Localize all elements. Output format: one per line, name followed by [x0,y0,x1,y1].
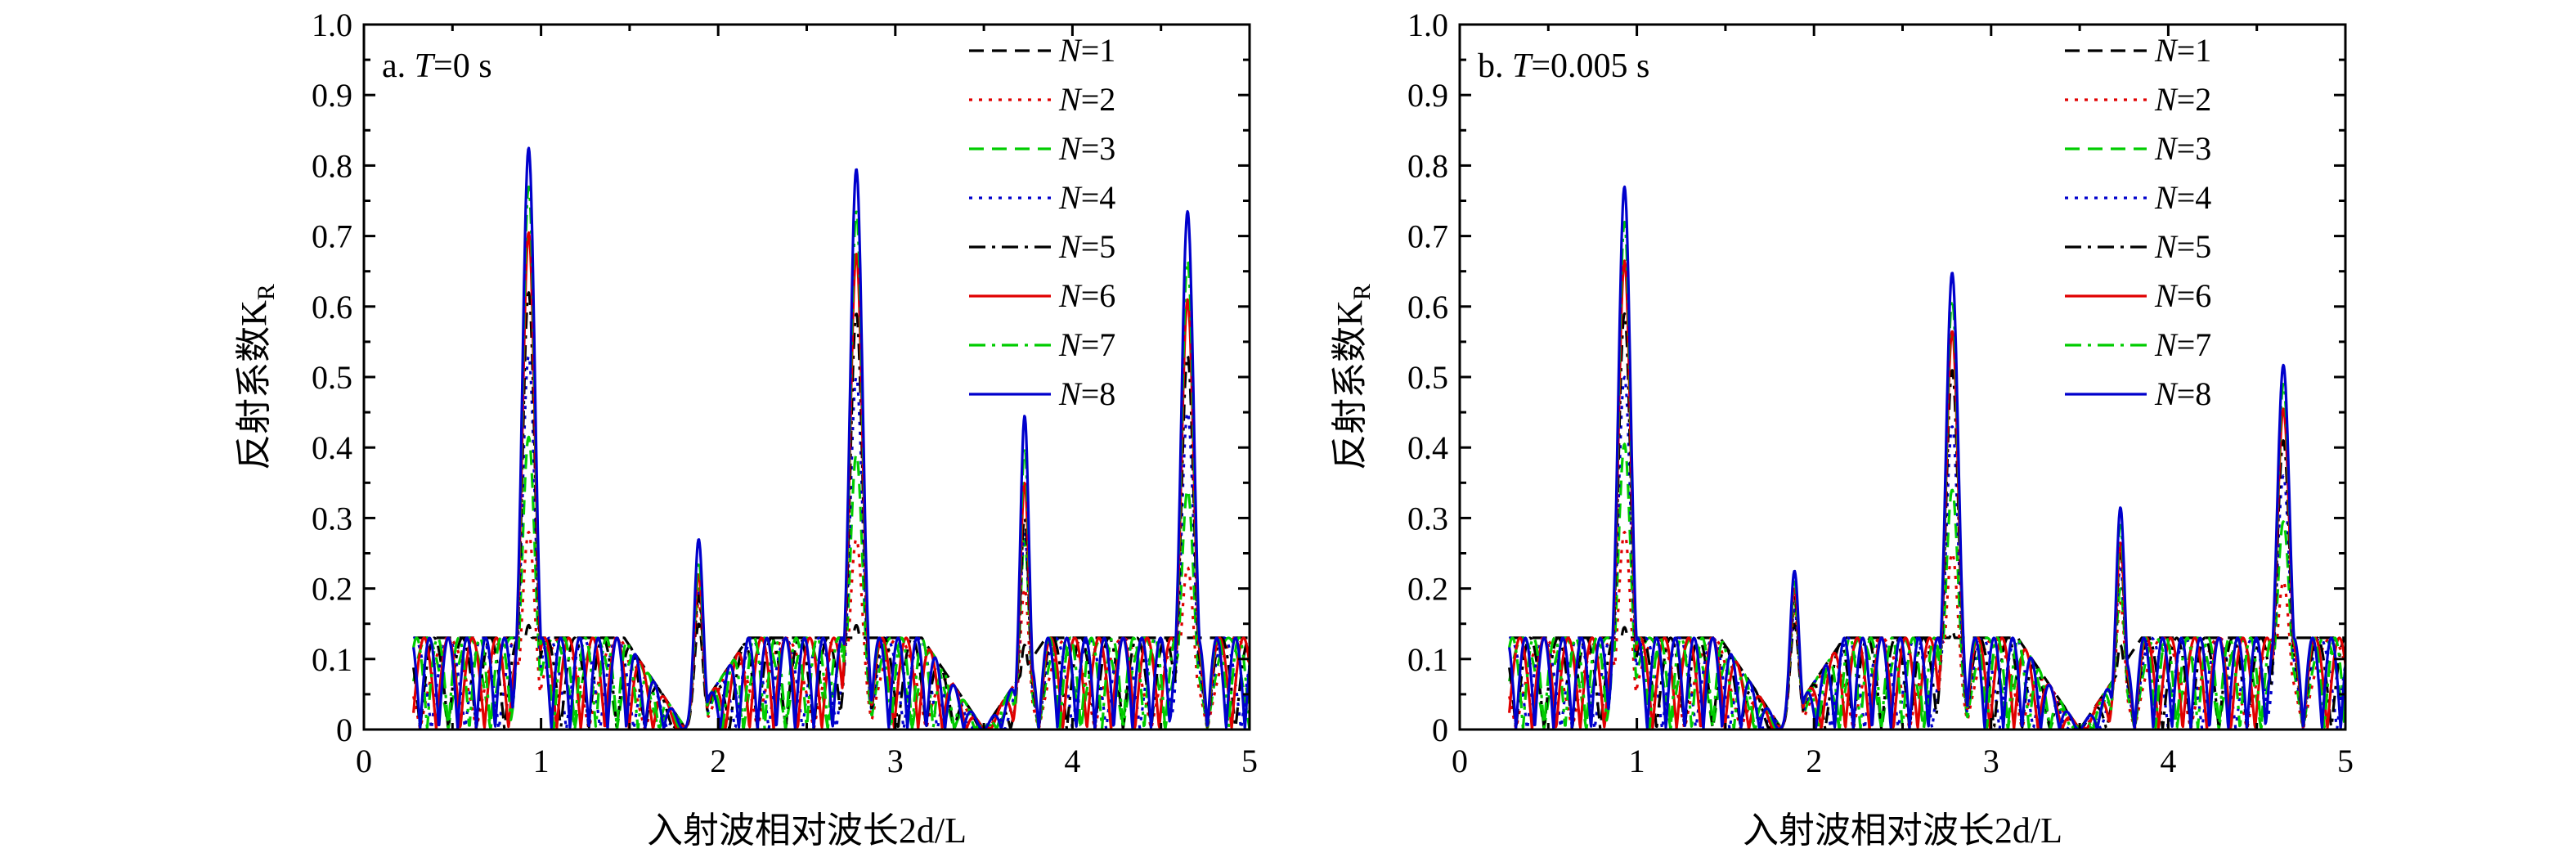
panel-label: b. T=0.005 s [1478,47,1649,85]
x-tick-label: 3 [1983,743,1999,779]
legend-label-n1: N=1 [2154,32,2211,69]
y-axis-title-main: 反射系数K [234,300,274,470]
y-tick-label: 0.3 [1407,500,1448,537]
y-tick-label: 1.0 [312,7,352,43]
panel-label: a. T=0 s [382,47,492,85]
x-tick-label: 1 [1629,743,1645,779]
legend-label-n2: N=2 [1058,81,1115,118]
y-tick-label: 0.6 [312,289,352,325]
x-tick-label: 0 [356,743,372,779]
series-group [412,146,1250,730]
x-axis-title: 入射波相对波长2d/L [647,810,967,851]
x-tick-label: 1 [533,743,550,779]
y-tick-label: 0.5 [1407,359,1448,396]
y-axis-title: 反射系数KR [1330,284,1376,470]
y-tick-label: 0.1 [1407,641,1448,678]
y-tick-label: 0.7 [1407,218,1448,255]
legend-label-n7: N=7 [2154,326,2211,363]
svg-text:反射系数KR: 反射系数KR [1330,284,1376,470]
y-axis-title-subscript: R [1349,284,1376,300]
series-line-n6 [1508,259,2345,730]
legend-label-n2: N=2 [2154,81,2211,118]
legend-label-n3: N=3 [2154,130,2211,167]
legend-label-n6: N=6 [1058,277,1115,314]
y-tick-label: 0.2 [1407,571,1448,608]
y-tick-label: 0.9 [312,77,352,114]
x-tick-label: 4 [1064,743,1080,779]
legend-label-n5: N=5 [1058,228,1115,265]
y-tick-label: 0.4 [312,429,352,466]
x-tick-label: 3 [887,743,904,779]
y-tick-label: 0 [1432,712,1448,748]
y-axis-title: 反射系数KR [234,284,280,470]
legend-label-n5: N=5 [2154,228,2211,265]
series-line-n5 [1508,312,2345,730]
y-tick-label: 0.1 [312,641,352,678]
x-tick-label: 5 [1241,743,1258,779]
plot-frame [1458,23,2347,731]
legend-label-n8: N=8 [1058,375,1115,412]
series-group [1508,185,2345,730]
legend-label-n1: N=1 [1058,32,1115,69]
y-tick-label: 0.4 [1407,429,1448,466]
y-tick-label: 0.8 [312,147,352,184]
y-tick-label: 0.5 [312,359,352,396]
x-tick-label: 0 [1452,743,1468,779]
y-tick-label: 0.2 [312,571,352,608]
x-tick-label: 4 [2160,743,2176,779]
y-tick-label: 0.9 [1407,77,1448,114]
y-tick-label: 1.0 [1407,7,1448,43]
legend-label-n3: N=3 [1058,130,1115,167]
series-line-n8 [1508,185,2345,730]
series-line-n8 [412,146,1250,730]
panel-a: 0 1 2 3 4 5 0 0.1 0.2 0.3 0.4 0.5 0.6 0.7 0.8 0.9 1.0 入射波… [234,7,1258,851]
x-tick-label: 5 [2337,743,2354,779]
legend: N=1 N=2 N=3 N=4 N=5 N=6 N=7 N=8 [2065,32,2211,412]
y-tick-label: 0 [336,712,352,748]
plot-frame [362,23,1251,731]
y-tick-label: 0.7 [312,218,352,255]
x-axis-title: 入射波相对波长2d/L [1743,810,2062,851]
y-tick-label: 0.8 [1407,147,1448,184]
series-line-n1 [1508,622,2345,730]
series-line-n7 [1508,220,2345,730]
y-axis-title-main: 反射系数K [1330,300,1370,470]
legend: N=1 N=2 N=3 N=4 N=5 N=6 N=7 N=8 [969,32,1115,412]
y-axis-title-subscript: R [253,284,280,300]
y-tick-label: 0.6 [1407,289,1448,325]
x-tick-label: 2 [1806,743,1822,779]
legend-label-n4: N=4 [2154,179,2211,216]
legend-label-n6: N=6 [2154,277,2211,314]
panel-b: 0 1 2 3 4 5 0 0.1 0.2 0.3 0.4 0.5 0.6 0.7 0.8 0.9 1.0 入射波… [1330,7,2354,851]
series-line-n6 [412,231,1250,730]
legend-label-n7: N=7 [1058,326,1115,363]
svg-text:反射系数KR: 反射系数KR [234,284,280,470]
y-tick-label: 0.3 [312,500,352,537]
legend-label-n4: N=4 [1058,179,1115,216]
x-tick-label: 2 [710,743,726,779]
legend-label-n8: N=8 [2154,375,2211,412]
